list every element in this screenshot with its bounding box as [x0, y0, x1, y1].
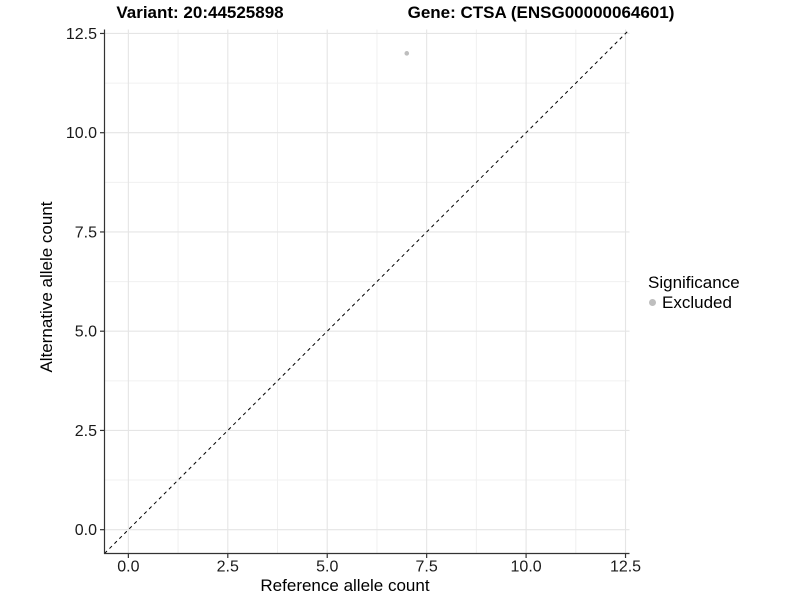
x-axis-title: Reference allele count — [260, 576, 430, 595]
legend-title: Significance — [648, 273, 740, 292]
x-tick-label: 10.0 — [511, 559, 542, 576]
legend-item-excluded: Excluded — [647, 293, 740, 312]
y-tick-label: 7.5 — [75, 224, 97, 241]
legend-item-label: Excluded — [662, 293, 732, 312]
legend-point-icon — [649, 299, 656, 306]
y-tick-label: 0.0 — [75, 522, 97, 539]
identity-line — [104, 29, 630, 554]
legend: Significance Excluded — [647, 273, 740, 312]
y-tick-label: 2.5 — [75, 423, 97, 440]
x-tick-label: 12.5 — [610, 559, 641, 576]
y-tick-label: 12.5 — [66, 26, 97, 43]
plot-title-gene: Gene: CTSA (ENSG00000064601) — [407, 3, 675, 22]
y-axis-title: Alternative allele count — [37, 201, 56, 373]
data-point — [404, 51, 410, 56]
plot-title-variant: Variant: 20:44525898 — [116, 3, 284, 22]
x-tick-label: 0.0 — [117, 559, 139, 576]
x-tick-label: 2.5 — [217, 559, 239, 576]
x-tick-label: 5.0 — [316, 559, 338, 576]
y-tick-label: 10.0 — [66, 125, 97, 142]
y-tick-label: 5.0 — [75, 324, 97, 341]
x-tick-label: 7.5 — [416, 559, 438, 576]
